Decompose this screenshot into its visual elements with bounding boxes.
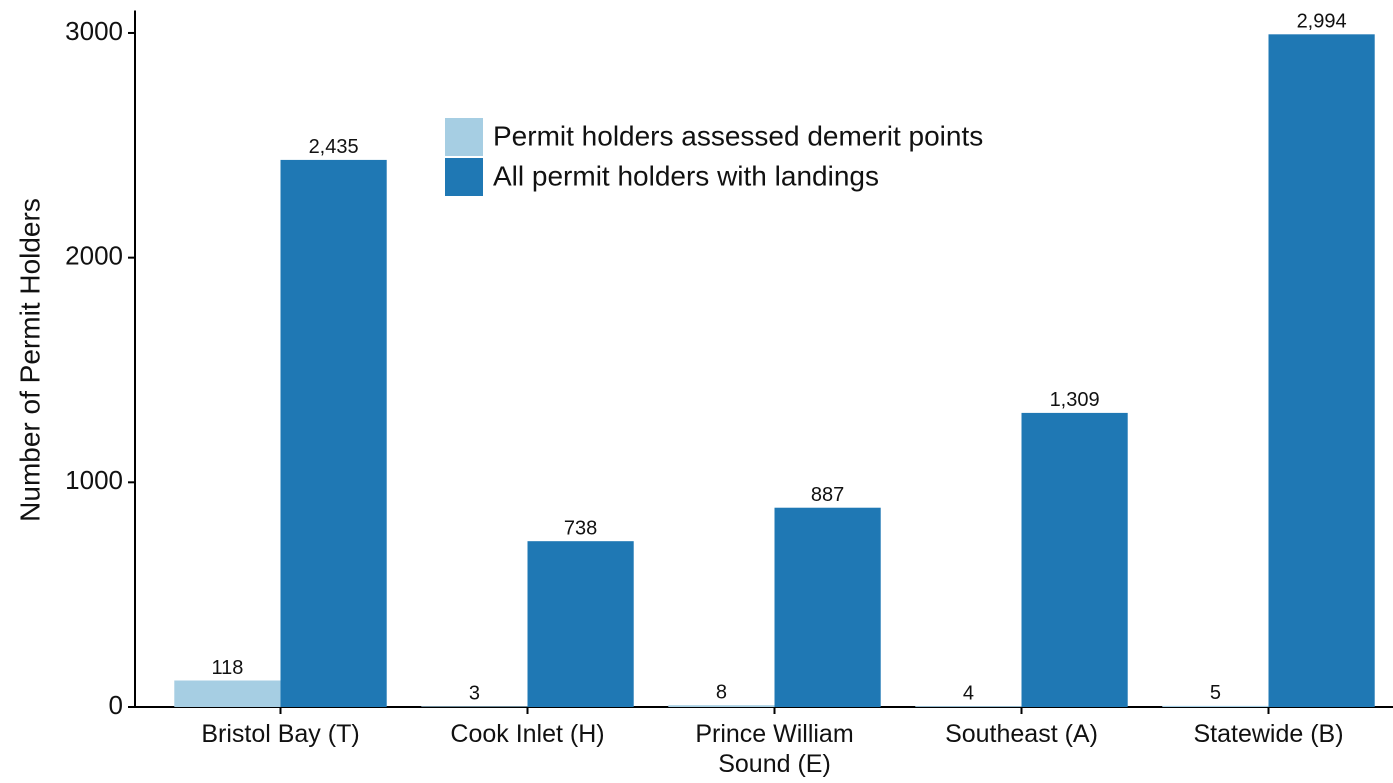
bar (915, 706, 1022, 707)
legend-label: All permit holders with landings (493, 160, 879, 191)
bar (1162, 705, 1269, 707)
y-tick-label: 2000 (65, 241, 123, 271)
legend-label: Permit holders assessed demerit points (493, 120, 983, 151)
x-tick-label: Prince William Sound (E) (695, 720, 854, 778)
y-tick-label: 0 (109, 690, 123, 720)
x-tick-label: Southeast (A) (945, 720, 1098, 748)
y-tick-label: 1000 (65, 465, 123, 495)
value-label: 4 (963, 682, 974, 704)
y-tick-label: 3000 (65, 16, 123, 46)
x-tick-label: Statewide (B) (1193, 720, 1344, 748)
legend-swatch (445, 118, 483, 156)
value-label: 3 (469, 683, 480, 705)
value-label: 738 (564, 517, 597, 539)
bar (1268, 34, 1375, 708)
value-label: 118 (211, 657, 243, 679)
bar (668, 705, 775, 707)
bar (421, 706, 528, 707)
x-tick-label: Bristol Bay (T) (201, 720, 360, 748)
bar (174, 680, 281, 707)
value-label: 2,994 (1297, 11, 1347, 33)
legend-swatch (445, 158, 483, 196)
value-label: 8 (716, 681, 727, 703)
value-label: 887 (811, 484, 844, 506)
bar (1021, 412, 1128, 707)
bar (774, 507, 881, 707)
y-axis-label: Number of Permit Holders (14, 198, 45, 522)
bar (527, 541, 634, 707)
value-label: 2,435 (309, 136, 359, 158)
value-label: 1,309 (1050, 389, 1100, 411)
x-tick-label: Cook Inlet (H) (450, 720, 605, 748)
value-label: 5 (1210, 682, 1221, 704)
bar (280, 159, 387, 708)
